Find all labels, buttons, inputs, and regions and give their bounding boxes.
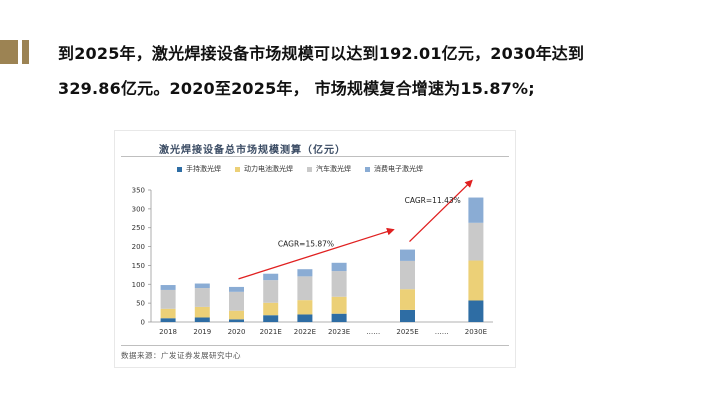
bar-segment bbox=[229, 310, 244, 320]
x-tick-label: 2023E bbox=[328, 328, 350, 336]
headline-text: 到2025年，激光焊接设备市场规模可以达到192.01亿元，2030年达到 32… bbox=[58, 36, 698, 106]
stacked-bar-chart: 0 50 100 150 200 250 300 350 2018 2019 2020 2021E 20… bbox=[132, 179, 493, 336]
y-tick-label: 0 bbox=[141, 319, 145, 327]
bar-segment bbox=[194, 283, 210, 289]
bar-segment bbox=[331, 313, 347, 322]
bar-segment bbox=[160, 289, 176, 309]
bar-segment bbox=[263, 273, 279, 281]
bar-segment bbox=[400, 260, 415, 290]
legend-label: 手持激光焊 bbox=[186, 165, 221, 173]
legend-label: 动力电池激光焊 bbox=[244, 165, 293, 173]
bar-segment bbox=[160, 318, 176, 322]
y-tick-label: 350 bbox=[132, 187, 145, 195]
bar-segment bbox=[331, 262, 347, 272]
legend-item: 消费电子激光焊 bbox=[365, 164, 423, 174]
bar-segment bbox=[263, 280, 279, 303]
x-tick-label: 2022E bbox=[294, 328, 316, 336]
bar-segment bbox=[229, 286, 244, 292]
cagr-label: CAGR=11.43% bbox=[405, 196, 461, 205]
bar-segment bbox=[468, 197, 484, 223]
bar-segment bbox=[400, 289, 415, 310]
legend-swatch bbox=[307, 166, 312, 172]
bar-segment bbox=[400, 249, 415, 261]
bar-segment bbox=[331, 296, 347, 314]
y-tick-label: 50 bbox=[136, 300, 145, 308]
bar-segment bbox=[194, 306, 210, 318]
y-tick-label: 300 bbox=[132, 205, 145, 213]
bar-segment bbox=[194, 317, 210, 322]
legend-swatch bbox=[177, 166, 182, 172]
y-tick-label: 250 bbox=[132, 224, 145, 232]
bar-segment bbox=[331, 271, 347, 297]
decorative-bar-small bbox=[22, 40, 29, 64]
x-tick-label: 2020 bbox=[228, 328, 246, 336]
bar-segment bbox=[263, 302, 279, 316]
bar-segment bbox=[229, 319, 244, 322]
legend-item: 手持激光焊 bbox=[177, 164, 221, 174]
cagr-label: CAGR=15.87% bbox=[278, 239, 334, 248]
bar-segment bbox=[468, 222, 484, 261]
headline-line-2: 329.86亿元。2020至2025年， 市场规模复合增速为15.87%; bbox=[58, 79, 535, 98]
bar-segment bbox=[400, 309, 415, 322]
legend-label: 汽车激光焊 bbox=[316, 165, 351, 173]
x-tick-label: 2030E bbox=[465, 328, 487, 336]
legend-item: 汽车激光焊 bbox=[307, 164, 351, 174]
y-tick-label: 200 bbox=[132, 243, 145, 251]
bar-segment bbox=[160, 308, 176, 319]
x-tick-label: …… bbox=[366, 328, 380, 336]
x-tick-label: …… bbox=[435, 328, 449, 336]
bar-segment bbox=[297, 269, 313, 277]
bar-segment bbox=[297, 300, 313, 315]
chart-source: 数据来源：广发证券发展研究中心 bbox=[121, 351, 241, 360]
chart-panel: 激光焊接设备总市场规模测算（亿元） 手持激光焊 动力电池激光焊 汽车激光焊 消费电子激… bbox=[114, 130, 516, 368]
legend-swatch bbox=[365, 166, 370, 172]
cagr-arrow bbox=[238, 227, 395, 280]
y-tick-label: 150 bbox=[132, 262, 145, 270]
bar-segment bbox=[160, 285, 176, 290]
bar-segment bbox=[263, 315, 279, 322]
bar-segment bbox=[297, 314, 313, 322]
decorative-bar-large bbox=[0, 40, 18, 64]
headline-line-1: 到2025年，激光焊接设备市场规模可以达到192.01亿元，2030年达到 bbox=[58, 44, 585, 63]
legend-label: 消费电子激光焊 bbox=[374, 165, 423, 173]
chart-title: 激光焊接设备总市场规模测算（亿元） bbox=[159, 145, 346, 156]
chart-legend: 手持激光焊 动力电池激光焊 汽车激光焊 消费电子激光焊 bbox=[177, 164, 437, 174]
y-tick-label: 100 bbox=[132, 281, 145, 289]
bar-segment bbox=[468, 300, 484, 322]
source-divider bbox=[121, 345, 509, 346]
x-tick-label: 2019 bbox=[193, 328, 211, 336]
chart-title-divider bbox=[121, 156, 509, 157]
x-tick-label: 2021E bbox=[260, 328, 282, 336]
legend-swatch bbox=[235, 166, 240, 172]
cagr-arrow bbox=[409, 179, 473, 243]
bar-segment bbox=[468, 260, 484, 301]
x-tick-label: 2018 bbox=[159, 328, 177, 336]
bar-segment bbox=[229, 291, 244, 311]
x-tick-label: 2025E bbox=[396, 328, 418, 336]
legend-item: 动力电池激光焊 bbox=[235, 164, 293, 174]
bar-segment bbox=[194, 288, 210, 307]
bar-segment bbox=[297, 276, 313, 301]
